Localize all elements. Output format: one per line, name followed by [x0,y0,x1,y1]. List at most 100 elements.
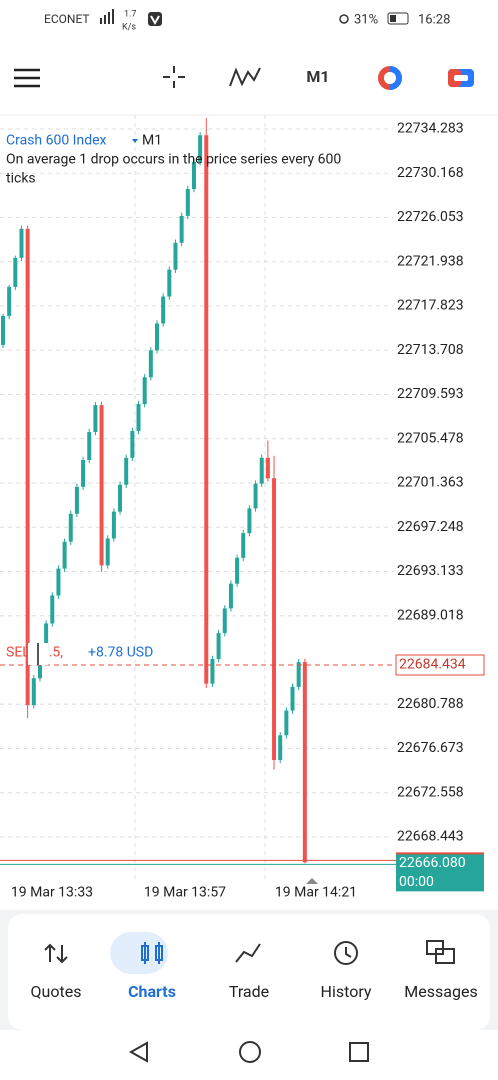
candle-body [124,457,129,485]
candle-body [259,457,264,484]
bid-label: 22684.434 [399,657,466,673]
menu-button[interactable] [14,68,40,88]
y-tick-label: 22668.443 [397,829,464,845]
app-icon-mark [150,15,160,26]
candle-body [290,686,295,711]
candle-body [191,162,196,190]
bid-label-box [395,654,485,676]
candle-body [19,228,24,258]
candle-body [31,678,36,706]
candle-body [247,508,252,534]
y-tick-label: 22697.248 [397,519,464,535]
candle-body [62,541,67,569]
y-tick-label: 22726.053 [397,209,464,225]
battery-icon [387,12,409,25]
candle-body [13,257,18,287]
price-label-box [396,853,484,892]
candle-body [272,478,277,760]
recents-button[interactable] [349,1042,369,1062]
app-icon [148,12,162,26]
candle-body [111,511,116,539]
candle-body [99,405,104,566]
y-tick-label: 22705.478 [397,430,464,446]
candle-body [204,135,209,684]
candle-body [130,430,135,458]
candle-body [155,323,159,351]
candle-body [284,710,289,736]
signal-icon [100,9,114,24]
crosshair-button[interactable] [163,66,185,88]
nav-item[interactable]: Quotes [31,982,82,1001]
candle-body [81,460,86,487]
x-tick-label: 19 Mar 13:33 [11,885,93,901]
trade-button[interactable] [378,66,402,90]
candle-body [68,513,73,542]
candle-body [50,595,55,624]
description-line: On average 1 drop occurs in the price se… [6,152,341,168]
candle-body [235,557,240,584]
description-line: ticks [6,171,36,187]
x-tick-label: 19 Mar 13:57 [144,885,226,901]
y-tick-label: 22672.558 [397,784,464,800]
symbol-name[interactable]: Crash 600 Index [6,133,107,149]
candle-body [142,377,147,405]
home-button[interactable] [239,1041,261,1063]
candle-body [93,405,98,433]
nav-item[interactable]: History [321,982,372,1001]
candle-body [173,242,178,270]
y-tick-label: 22721.938 [397,253,464,269]
y-tick-label: 22734.283 [397,121,464,137]
y-tick-label: 22717.823 [397,298,464,314]
y-tick-label: 22680.788 [397,696,464,712]
candle-body [161,296,166,324]
price-label: 22666.080 [399,855,466,871]
position-profit: +8.78 USD [88,645,153,661]
candle-body [1,315,5,345]
nav-item[interactable]: Trade [229,982,269,1001]
y-tick-label: 22676.673 [397,740,464,756]
candle-body [167,269,172,297]
x-tick-label: 19 Mar 14:21 [275,885,357,901]
time-cursor [306,878,318,884]
battery-level [390,15,396,22]
candle-body [210,658,215,684]
nav-icons [44,940,455,965]
candle-body [185,189,190,216]
chart-timeframe: M1 [142,133,162,149]
candle-body [198,135,203,163]
y-tick-label: 22693.133 [397,563,464,579]
indicators-button[interactable] [229,67,261,87]
candle-body [302,662,307,863]
nav-item[interactable]: Charts [128,982,176,1001]
bar-timer: 00:00 [399,874,434,890]
chart: 22734.283 22730.168 22726.053 22721.938 2271… [0,115,485,901]
candle-body [118,484,123,512]
clock: 16:28 [418,12,450,27]
nav-item[interactable]: Messages [404,982,477,1001]
carrier: ECONET [44,12,90,26]
candle-body [179,215,184,243]
net-speed-unit: K/s [122,22,136,32]
candle-body [148,350,153,378]
candle-body [222,608,227,634]
candle-body [241,533,246,558]
candle-body [228,583,233,609]
y-tick-label: 22730.168 [397,165,464,181]
candle-body [74,486,79,514]
timeframe-button[interactable]: M1 [306,67,329,86]
y-tick-label: 22689.018 [397,607,464,623]
back-button[interactable] [128,1041,148,1063]
y-tick-label: 22713.708 [397,342,464,358]
candle-body [296,662,301,687]
candle-body [105,538,110,566]
eye-icon [339,14,349,24]
symbol-dropdown[interactable] [132,139,138,143]
system-nav [0,1030,498,1080]
candle-body [56,568,61,596]
y-tick-label: 22701.363 [397,475,464,491]
order-button[interactable] [448,69,474,87]
candle-body [136,404,141,431]
candle-body [87,432,92,460]
